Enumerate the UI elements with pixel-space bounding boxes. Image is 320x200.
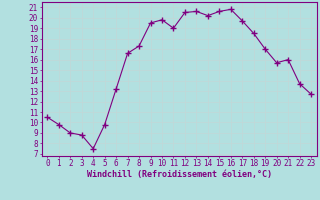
X-axis label: Windchill (Refroidissement éolien,°C): Windchill (Refroidissement éolien,°C) <box>87 170 272 179</box>
